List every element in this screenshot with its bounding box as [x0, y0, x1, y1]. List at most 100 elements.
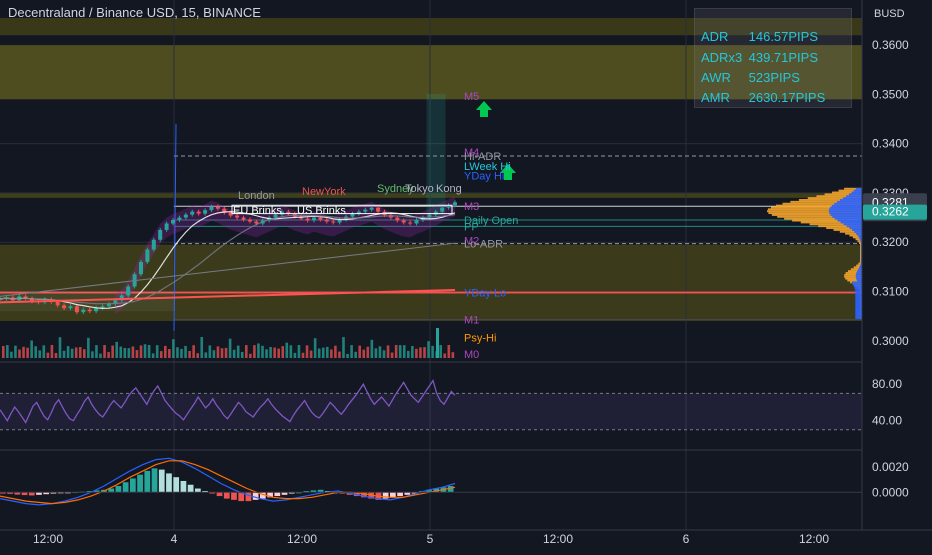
volume-profile-bar — [859, 260, 862, 263]
level-label: M2 — [464, 236, 479, 248]
macd-histogram-bar — [361, 492, 367, 498]
macd-histogram-bar — [43, 492, 50, 495]
volume-bar — [326, 346, 329, 358]
volume-bar — [228, 338, 232, 358]
volume-bar — [447, 345, 451, 358]
volume-bar — [119, 346, 123, 358]
volume-profile-bar — [845, 232, 862, 235]
candle-body — [126, 286, 131, 296]
macd-histogram-bar — [151, 468, 158, 493]
volume-profile-bar — [860, 262, 862, 265]
volume-profile-bar — [843, 223, 862, 226]
candle-body — [106, 303, 111, 307]
volume-profile-bar — [830, 213, 862, 216]
volume-profile-bar — [832, 215, 862, 218]
volume-profile-bar — [858, 268, 862, 271]
brinks-box — [231, 204, 453, 215]
volume-bar — [62, 350, 66, 358]
candle-body — [151, 239, 156, 250]
volume-profile-bar — [847, 270, 862, 273]
volume-bar — [22, 346, 25, 358]
volume-bar — [30, 340, 33, 358]
candle-body — [369, 207, 374, 210]
volume-bar — [42, 345, 46, 358]
stat-label: AWR — [701, 70, 731, 85]
macd-histogram-bar — [404, 492, 411, 495]
stat-row: AMR 2630.17PIPS — [701, 90, 825, 105]
candle-body — [177, 217, 182, 221]
volume-profile-bar — [855, 311, 862, 314]
volume-bar — [168, 349, 171, 358]
candle-body — [100, 306, 105, 308]
macd-histogram-bar — [339, 492, 346, 494]
candle-body — [350, 213, 355, 217]
volume-bar — [245, 345, 248, 358]
volume-profile-bar — [824, 193, 862, 196]
volume-profile-bar — [792, 219, 862, 222]
volume-profile-bar — [852, 228, 862, 231]
macd-histogram-bar — [245, 492, 252, 502]
y-axis-currency: BUSD — [874, 8, 905, 20]
candle-body — [414, 220, 419, 224]
volume-profile-bar — [855, 275, 862, 278]
volume-profile-bar — [853, 285, 862, 288]
candle-body — [440, 207, 445, 212]
volume-profile-bar — [843, 197, 862, 200]
volume-bar — [265, 349, 268, 358]
volume-profile-bar — [858, 236, 862, 239]
stat-value: 523PIPS — [748, 70, 800, 85]
volume-profile-bar — [855, 290, 862, 293]
volume-profile-bar — [770, 206, 862, 209]
volume-bar — [366, 346, 370, 358]
volume-bar — [374, 348, 378, 358]
volume-profile-bar — [790, 200, 862, 203]
candle-body — [254, 221, 259, 224]
y-tick-label: 0.0020 — [872, 460, 909, 474]
stat-label: ADR — [701, 29, 729, 44]
volume-profile-bar — [860, 240, 862, 243]
macd-histogram-bar — [195, 488, 201, 493]
macd-histogram-bar — [390, 492, 396, 498]
candle-body — [158, 229, 163, 240]
session-label: NewYork — [302, 186, 346, 198]
macd-histogram-bar — [7, 492, 13, 494]
volume-profile-bar — [856, 232, 862, 235]
volume-profile — [767, 187, 862, 319]
macd-histogram-bar — [86, 491, 93, 493]
volume-bar — [50, 345, 54, 358]
candle-body — [324, 219, 329, 222]
level-label: Lo-ADR — [464, 239, 503, 251]
macd-histogram-bar — [202, 491, 208, 493]
volume-profile-bar — [816, 195, 862, 198]
volume-bar — [451, 352, 455, 358]
macd-histogram-bar — [122, 482, 129, 493]
volume-bar — [164, 345, 167, 358]
volume-profile-bar — [853, 266, 862, 269]
volume-bar — [155, 345, 159, 358]
volume-profile-bar — [768, 212, 862, 215]
volume-profile-bar — [839, 230, 862, 233]
macd-histogram-bar — [288, 492, 295, 494]
macd-histogram-bar — [397, 492, 403, 497]
volume-profile-bar — [852, 283, 862, 286]
volume-profile-bar — [836, 200, 862, 203]
range-marker — [173, 123, 177, 331]
volume-profile-bar — [782, 202, 862, 205]
volume-bar — [99, 353, 102, 358]
volume-bar — [423, 347, 426, 358]
candle-body — [376, 207, 381, 212]
volume-bar — [220, 348, 224, 358]
volume-bar — [305, 345, 309, 358]
price-plot — [0, 93, 516, 315]
volume-profile-bar — [851, 281, 862, 284]
x-tick-label: 5 — [427, 532, 434, 546]
oscillator-line — [0, 379, 456, 424]
volume-bar — [407, 350, 410, 358]
volume-profile-bar — [855, 305, 862, 308]
volume-profile-bar — [855, 288, 862, 291]
volume-bar — [411, 346, 414, 358]
macd-histogram-bar — [209, 492, 216, 494]
volume-bar — [240, 351, 244, 358]
volume-bar — [188, 351, 191, 358]
volume-profile-bar — [818, 225, 862, 228]
